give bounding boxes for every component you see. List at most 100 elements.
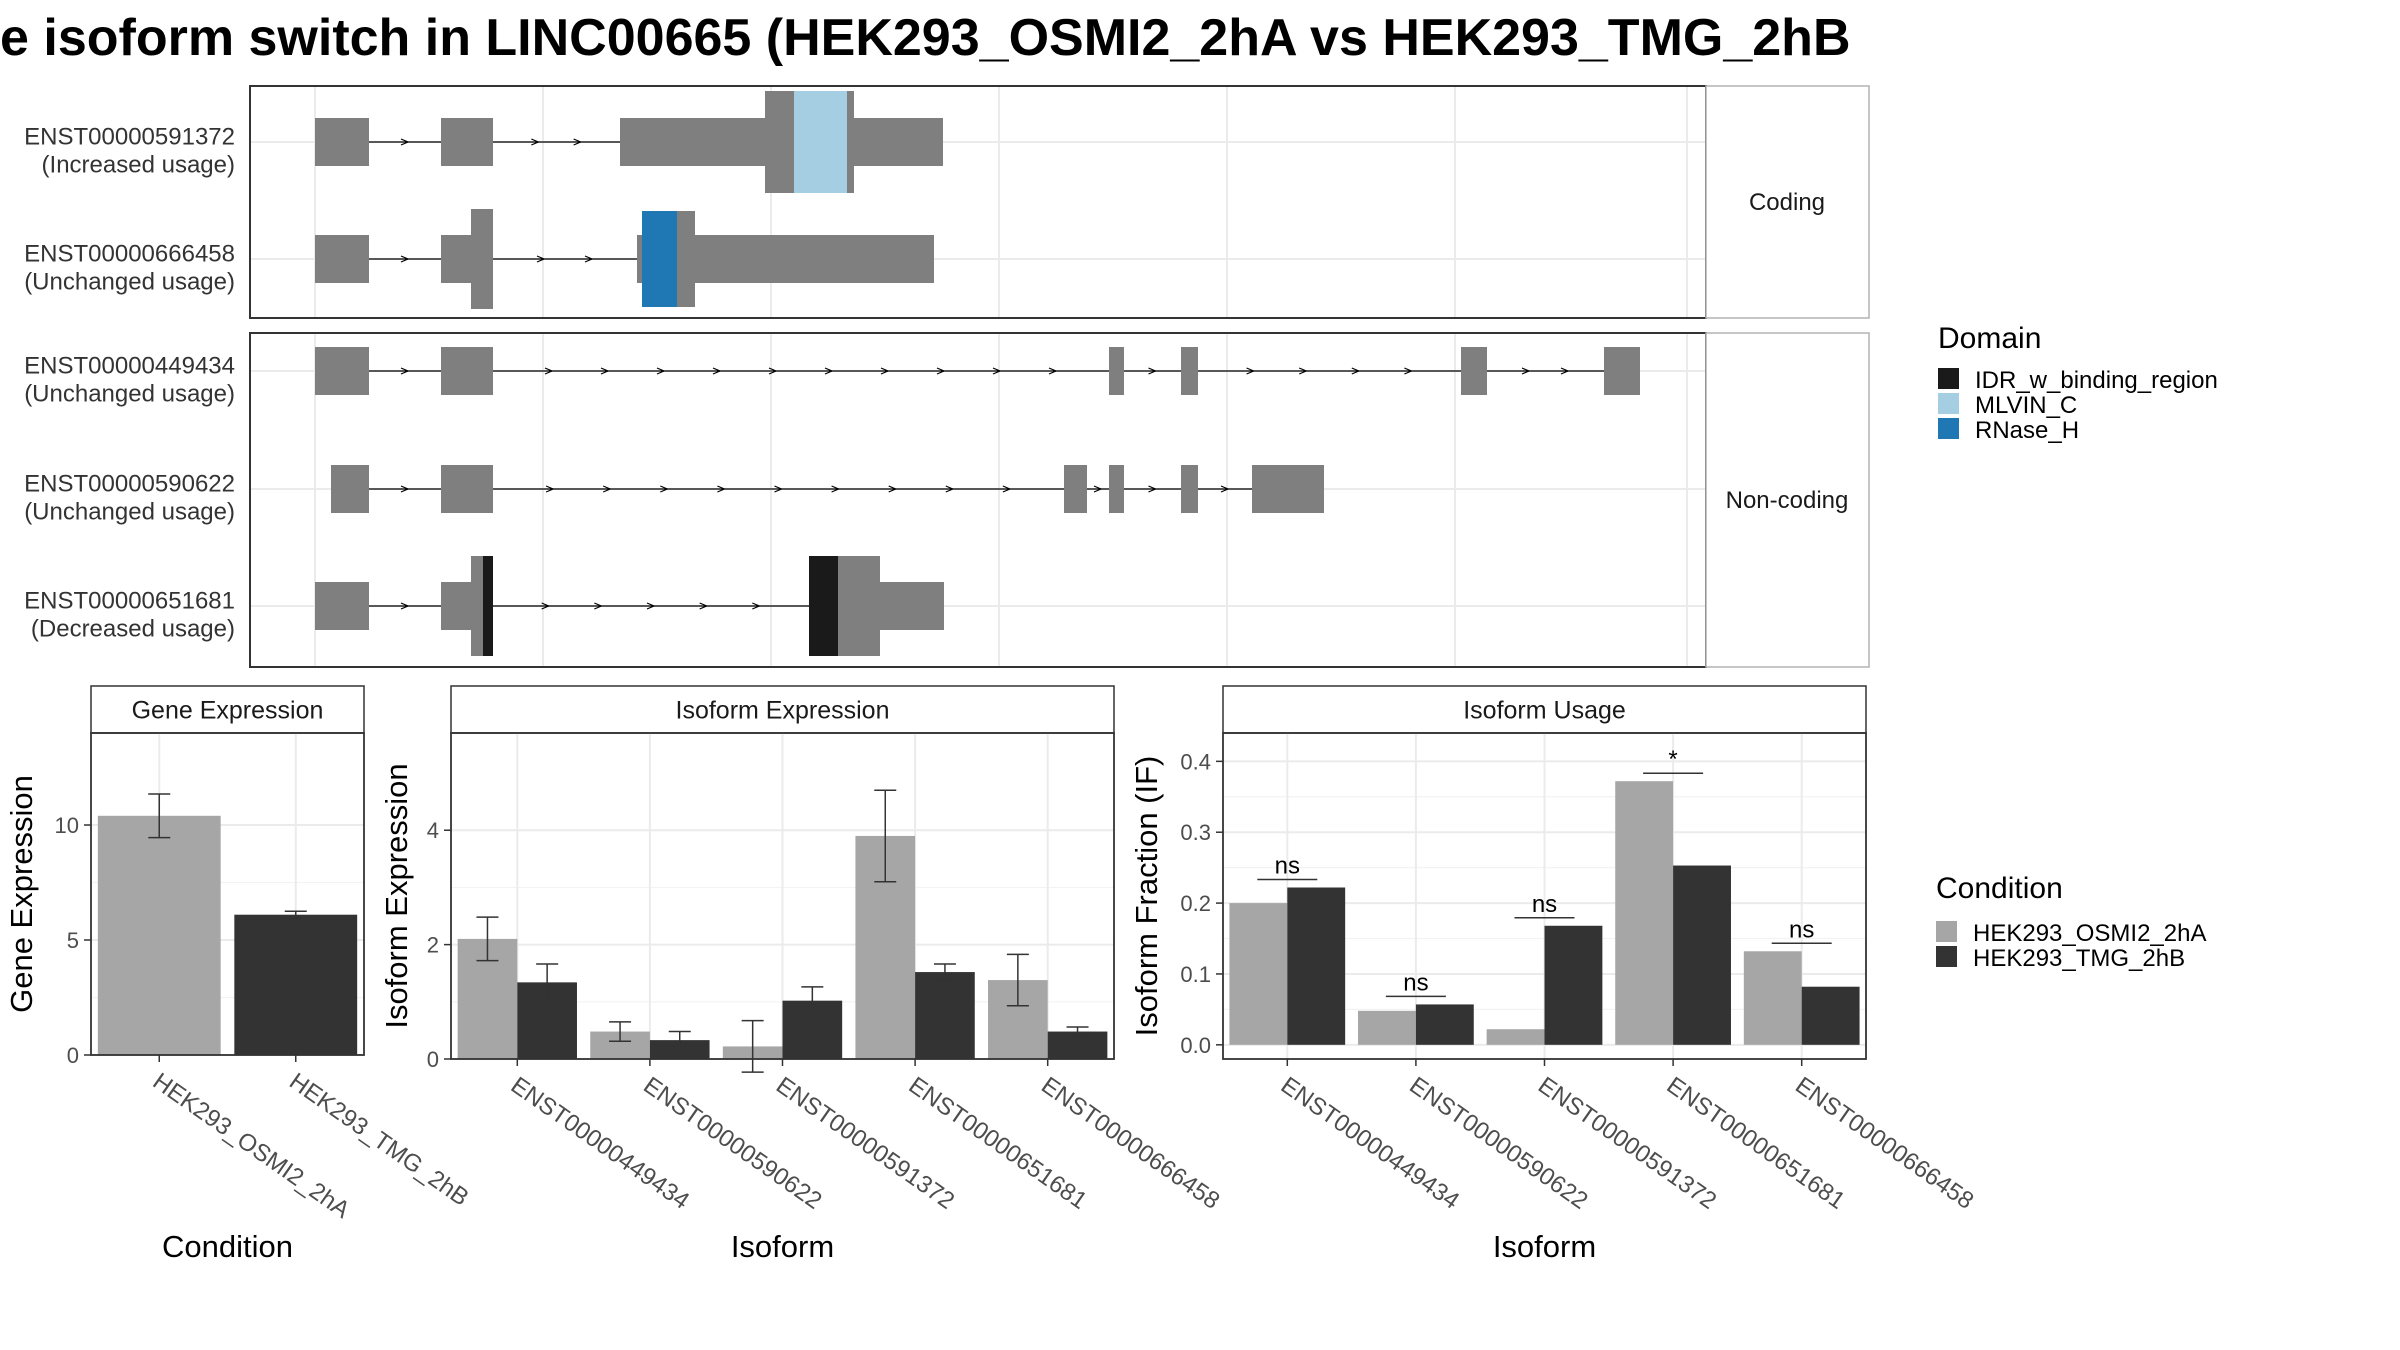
y-tick-label: 0: [427, 1047, 439, 1072]
facet-strip: [1705, 85, 1870, 319]
intron-arrow: [573, 138, 583, 146]
x-axis-label: Condition: [162, 1229, 293, 1264]
facet-label: Non-coding: [1726, 487, 1849, 514]
exon-block: [441, 582, 471, 630]
y-axis-label: Isoform Expression: [379, 763, 414, 1028]
exon-block: [441, 118, 493, 166]
intron-arrow: [400, 138, 410, 146]
bar: [1615, 781, 1674, 1045]
isoform-usage-panel: Isoform UsagensENST00000449434nsENST0000…: [1129, 685, 1978, 1264]
bar: [1287, 887, 1346, 1045]
significance-label: ns: [1403, 969, 1428, 996]
intron-arrow: [880, 367, 890, 375]
exon-block: [1604, 347, 1640, 395]
intron-arrow: [602, 485, 612, 493]
intron-arrow: [1048, 367, 1058, 375]
domain-block: [483, 556, 493, 656]
exon-block: [847, 91, 854, 193]
exon-block: [1181, 347, 1198, 395]
condition-legend-key: [1936, 946, 1957, 967]
bar: [1229, 903, 1288, 1045]
condition-legend-label: HEK293_TMG_2hB: [1973, 945, 2185, 972]
intron-arrow: [824, 367, 834, 375]
intron-arrow: [1002, 485, 1012, 493]
significance-label: ns: [1532, 891, 1557, 918]
domain-legend-key: [1938, 393, 1959, 414]
intron-arrow: [936, 367, 946, 375]
exon-block: [331, 465, 369, 513]
intron-arrow: [992, 367, 1002, 375]
domain-legend-label: IDR_w_binding_region: [1975, 367, 2218, 394]
isoform-id-label: ENST00000449434: [24, 352, 235, 379]
exon-block: [315, 582, 369, 630]
intron-arrow: [545, 485, 555, 493]
exon-block: [315, 118, 369, 166]
bar: [1673, 865, 1731, 1045]
condition-legend-label: HEK293_OSMI2_2hA: [1973, 920, 2206, 947]
exon-block: [471, 209, 493, 309]
intron-arrow: [531, 138, 540, 146]
facet-label: Coding: [1749, 189, 1825, 216]
panel-border: [1222, 732, 1867, 1060]
y-tick-label: 0.4: [1180, 749, 1211, 774]
bar: [97, 815, 221, 1055]
bar: [1415, 1004, 1474, 1045]
significance-label: ns: [1275, 852, 1300, 879]
intron-arrow: [768, 367, 778, 375]
intron-arrow: [712, 367, 722, 375]
significance-label: ns: [1789, 916, 1814, 943]
y-tick-label: 0.0: [1180, 1033, 1211, 1058]
exon-block: [620, 118, 765, 166]
intron-arrow: [544, 367, 554, 375]
exon-block: [1064, 465, 1087, 513]
bar: [234, 914, 358, 1055]
y-tick-label: 4: [427, 818, 439, 843]
exon-block: [441, 347, 493, 395]
intron-arrow: [400, 367, 410, 375]
intron-arrow: [1246, 367, 1256, 375]
exon-block: [1109, 465, 1124, 513]
isoform-id-label: ENST00000666458: [24, 240, 235, 267]
intron-arrow: [1404, 367, 1413, 375]
intron-arrow: [831, 485, 841, 493]
intron-arrow: [1560, 367, 1570, 375]
intron-arrow: [699, 602, 709, 610]
isoform-usage-label: (Unchanged usage): [24, 268, 235, 295]
domain-block: [809, 556, 838, 656]
significance-label: *: [1668, 746, 1677, 773]
y-axis-label: Isoform Fraction (IF): [1129, 756, 1164, 1037]
panel-strip: [450, 685, 1115, 734]
condition-legend-key: [1936, 921, 1957, 942]
intron-arrow: [584, 255, 594, 263]
exon-block: [838, 556, 880, 656]
y-tick-label: 5: [67, 928, 79, 953]
y-tick-label: 0.2: [1180, 891, 1211, 916]
intron-arrow: [1148, 367, 1158, 375]
exon-block: [1461, 347, 1487, 395]
panel-title: Isoform Usage: [1463, 697, 1626, 725]
x-axis-label: Isoform: [731, 1229, 834, 1264]
y-tick-label: 0.3: [1180, 820, 1211, 845]
isoform-id-label: ENST00000590622: [24, 470, 235, 497]
isoform-usage-label: (Unchanged usage): [24, 380, 235, 407]
intron-arrow: [888, 485, 898, 493]
exon-block: [315, 347, 369, 395]
intron-arrow: [400, 255, 410, 263]
domain-block: [642, 211, 677, 307]
exon-block: [695, 235, 934, 283]
y-axis-label: Gene Expression: [4, 775, 39, 1013]
figure-title: e isoform switch in LINC00665 (HEK293_OS…: [0, 9, 1851, 67]
intron-arrow: [660, 485, 669, 493]
isoform-usage-label: (Unchanged usage): [24, 498, 235, 525]
intron-arrow: [717, 485, 726, 493]
exon-block: [765, 91, 794, 193]
isoform-id-label: ENST00000651681: [24, 587, 235, 614]
intron-arrow: [945, 485, 955, 493]
bar: [1801, 986, 1860, 1045]
intron-arrow: [541, 602, 551, 610]
condition-legend-title: Condition: [1936, 872, 2063, 905]
bar: [1544, 925, 1603, 1045]
panel-border: [90, 732, 365, 1056]
facet-strip: [1705, 332, 1870, 668]
